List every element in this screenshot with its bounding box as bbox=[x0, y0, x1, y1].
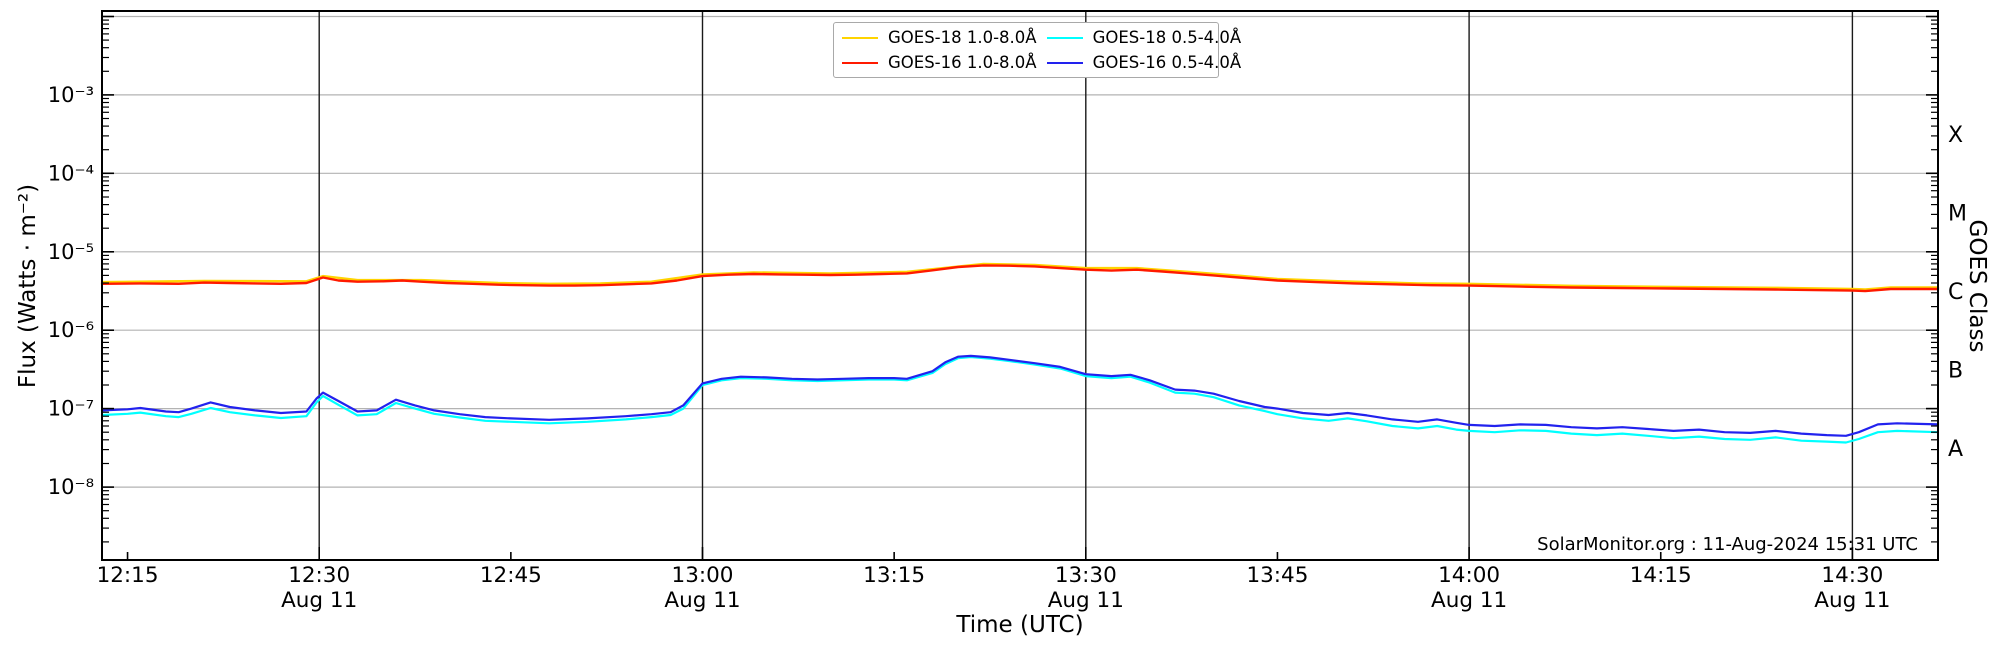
svg-text:14:30: 14:30 bbox=[1821, 563, 1883, 588]
y-axis-tick-labels: 10⁻³ 10⁻⁴ 10⁻⁵ 10⁻⁶ 10⁻⁷ 10⁻⁸ bbox=[48, 83, 94, 499]
svg-text:13:15: 13:15 bbox=[863, 563, 925, 588]
svg-text:13:00: 13:00 bbox=[672, 563, 734, 588]
svg-text:B: B bbox=[1948, 358, 1963, 383]
legend-item-goes18-long: GOES-18 1.0-8.0Å bbox=[842, 28, 1037, 47]
legend-label: GOES-18 1.0-8.0Å bbox=[888, 28, 1037, 47]
svg-text:13:30: 13:30 bbox=[1055, 563, 1117, 588]
svg-text:12:45: 12:45 bbox=[480, 563, 542, 588]
goes-class-letters: X M C B A bbox=[1948, 123, 1967, 462]
right-axis-title: GOES Class bbox=[1964, 219, 1990, 353]
svg-text:M: M bbox=[1948, 202, 1967, 227]
legend-item-goes18-short: GOES-18 0.5-4.0Å bbox=[1046, 28, 1242, 47]
svg-text:10⁻⁷: 10⁻⁷ bbox=[48, 397, 94, 421]
legend-item-goes16-short: GOES-16 0.5-4.0Å bbox=[1046, 53, 1242, 72]
svg-text:10⁻⁶: 10⁻⁶ bbox=[48, 318, 94, 342]
svg-text:C: C bbox=[1948, 280, 1963, 305]
svg-text:Aug 11: Aug 11 bbox=[1814, 588, 1890, 613]
x-axis-title: Time (UTC) bbox=[956, 612, 1084, 638]
series-goes16-short bbox=[100, 354, 1940, 437]
y-axis-ticks bbox=[102, 15, 1938, 543]
legend: GOES-18 1.0-8.0Å GOES-16 1.0-8.0Å GOES-1… bbox=[833, 22, 1241, 78]
goes18-long-line-swatch bbox=[842, 36, 878, 39]
svg-text:X: X bbox=[1948, 123, 1963, 148]
svg-text:10⁻³: 10⁻³ bbox=[48, 83, 94, 107]
plot-border bbox=[101, 10, 1939, 561]
svg-text:14:15: 14:15 bbox=[1630, 563, 1692, 588]
goes16-long-line-swatch bbox=[842, 61, 878, 64]
goes16-short-line-swatch bbox=[1046, 61, 1083, 64]
svg-text:12:15: 12:15 bbox=[97, 563, 159, 588]
svg-text:13:45: 13:45 bbox=[1246, 563, 1308, 588]
svg-text:14:00: 14:00 bbox=[1438, 563, 1500, 588]
series-goes16-long bbox=[100, 264, 1940, 293]
half-hour-vertical-lines bbox=[318, 11, 1854, 560]
x-axis-ticks bbox=[126, 547, 1854, 560]
svg-text:10⁻⁴: 10⁻⁴ bbox=[48, 161, 94, 185]
svg-text:Aug 11: Aug 11 bbox=[1048, 588, 1124, 613]
svg-text:Aug 11: Aug 11 bbox=[1431, 588, 1507, 613]
legend-item-goes16-long: GOES-16 1.0-8.0Å bbox=[842, 53, 1037, 72]
series-goes18-short bbox=[100, 355, 1940, 444]
svg-text:Aug 11: Aug 11 bbox=[664, 588, 740, 613]
watermark-text: SolarMonitor.org : 11-Aug-2024 15:31 UTC bbox=[1537, 534, 1918, 555]
svg-text:10⁻⁵: 10⁻⁵ bbox=[48, 240, 94, 264]
legend-label: GOES-18 0.5-4.0Å bbox=[1092, 28, 1242, 47]
legend-label: GOES-16 1.0-8.0Å bbox=[888, 53, 1037, 72]
svg-text:A: A bbox=[1948, 437, 1963, 462]
svg-text:12:30: 12:30 bbox=[288, 563, 350, 588]
svg-text:Aug 11: Aug 11 bbox=[281, 588, 357, 613]
svg-text:10⁻⁸: 10⁻⁸ bbox=[48, 475, 94, 499]
series-goes18-long bbox=[100, 262, 1940, 291]
legend-label: GOES-16 0.5-4.0Å bbox=[1092, 53, 1242, 72]
decade-gridlines bbox=[102, 15, 1938, 488]
goes18-short-line-swatch bbox=[1046, 36, 1083, 39]
y-axis-title: Flux (Watts · m⁻²) bbox=[15, 183, 41, 389]
